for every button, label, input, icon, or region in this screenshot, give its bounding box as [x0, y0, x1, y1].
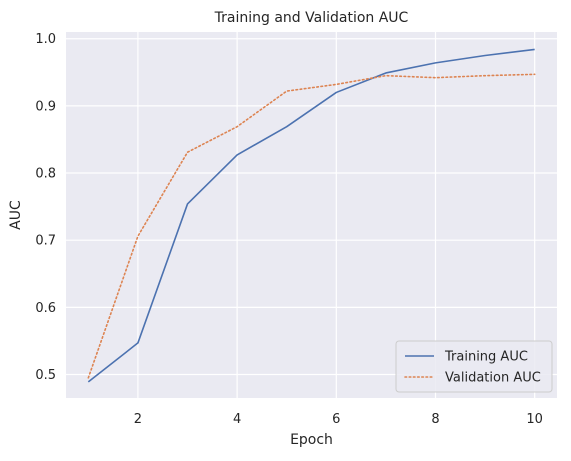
y-tick-label: 0.9: [35, 99, 56, 114]
y-tick-label: 0.8: [35, 167, 56, 182]
x-tick-label: 8: [431, 412, 439, 427]
x-tick-label: 2: [134, 412, 142, 427]
x-tick-label: 10: [526, 412, 543, 427]
legend-label-validation-auc: Validation AUC: [445, 371, 541, 386]
legend-label-training-auc: Training AUC: [444, 350, 528, 365]
plot-area: [66, 32, 557, 398]
y-tick-label: 0.6: [35, 301, 56, 316]
y-tick-label: 0.7: [35, 234, 56, 249]
y-tick-label: 1.0: [35, 32, 56, 47]
series-line-training-auc: [87, 48, 535, 383]
series-line-validation-auc: [87, 73, 536, 379]
legend-box: [395, 340, 553, 393]
tick-labels: 2 4 6 8 10 0.5 0.6 0.7 0.8 0.9 1.0: [35, 32, 543, 427]
x-tick-label: 6: [332, 412, 340, 427]
y-tick-label: 0.5: [35, 368, 56, 383]
chart-title: Training and Validation AUC: [214, 10, 409, 26]
x-axis-label: Epoch: [290, 432, 333, 448]
series-lines: [87, 48, 536, 383]
x-tick-label: 4: [233, 412, 241, 427]
y-axis-label: AUC: [8, 200, 24, 230]
legend: Training AUC Validation AUC: [395, 340, 553, 393]
